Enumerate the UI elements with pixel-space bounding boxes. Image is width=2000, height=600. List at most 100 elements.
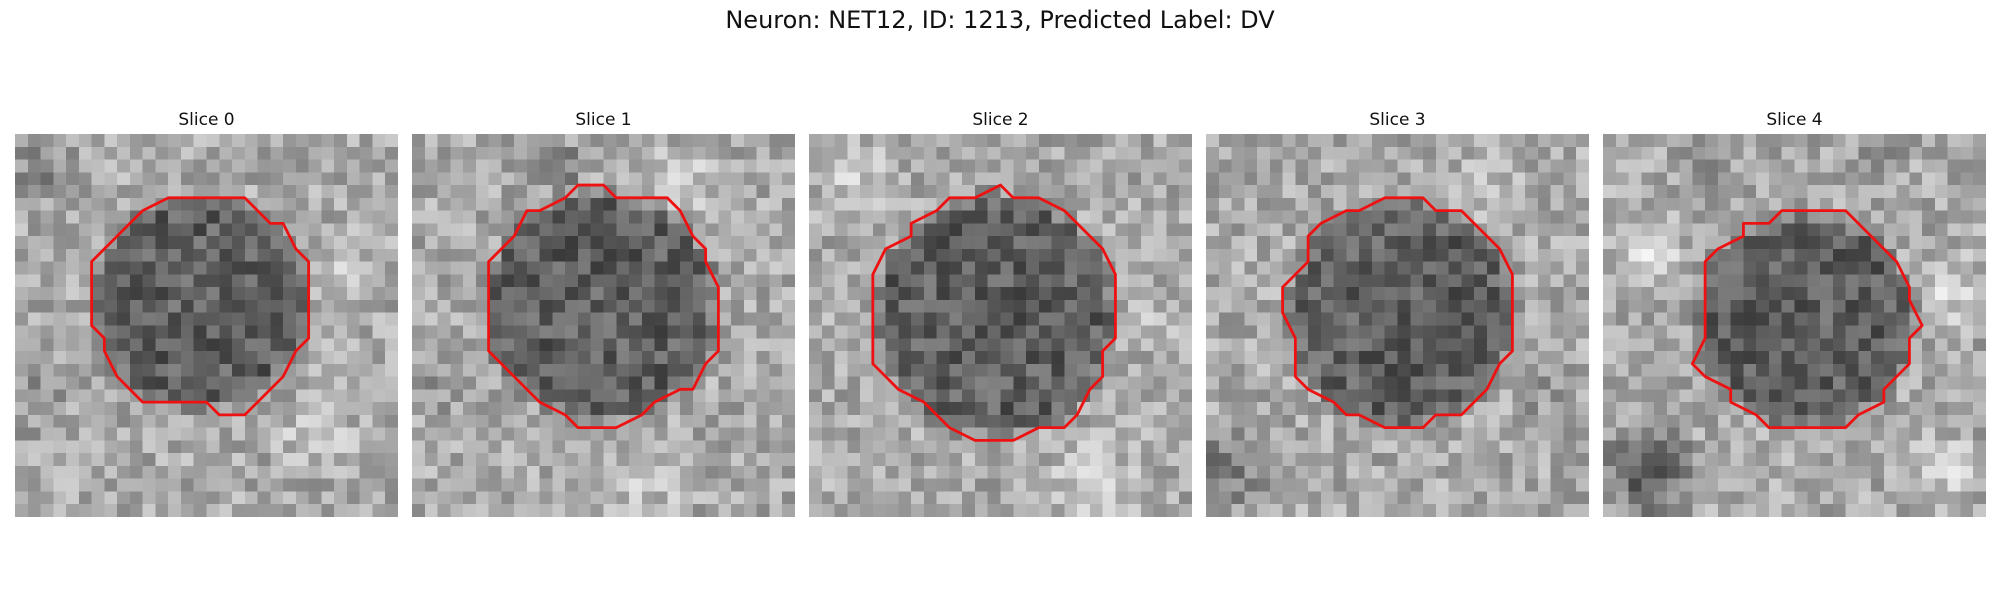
pixel — [463, 363, 477, 377]
pixel — [53, 351, 67, 365]
pixel — [1512, 363, 1526, 377]
pixel — [1128, 261, 1142, 275]
pixel — [66, 312, 80, 326]
pixel — [565, 363, 579, 377]
pixel — [180, 197, 194, 211]
pixel — [1666, 261, 1680, 275]
pixel — [488, 325, 502, 339]
pixel — [1743, 159, 1757, 173]
pixel — [641, 427, 655, 441]
pixel — [1603, 414, 1617, 428]
pixel — [1550, 299, 1564, 313]
pixel — [142, 478, 156, 492]
pixel — [1308, 172, 1322, 186]
pixel — [1269, 351, 1283, 365]
pixel — [1474, 491, 1488, 505]
pixel — [782, 312, 795, 326]
pixel — [1743, 236, 1757, 250]
pixel — [308, 504, 322, 517]
pixel — [1218, 312, 1232, 326]
pixel — [1922, 504, 1936, 517]
pixel — [219, 478, 233, 492]
pixel — [180, 312, 194, 326]
pixel — [219, 363, 233, 377]
pixel — [1282, 248, 1296, 262]
pixel — [1781, 172, 1795, 186]
pixel — [898, 363, 912, 377]
pixel — [372, 197, 386, 211]
pixel — [1486, 491, 1500, 505]
pixel — [1153, 210, 1167, 224]
pixel — [1717, 223, 1731, 237]
pixel — [1295, 389, 1309, 403]
pixel — [193, 261, 207, 275]
pixel — [809, 134, 823, 148]
pixel — [1679, 402, 1693, 416]
pixel — [1960, 389, 1974, 403]
pixel — [718, 376, 732, 390]
pixel — [1934, 248, 1948, 262]
pixel — [206, 261, 220, 275]
pixel — [923, 376, 937, 390]
pixel — [667, 210, 681, 224]
pixel — [1730, 491, 1744, 505]
pixel — [193, 185, 207, 199]
pixel — [117, 427, 131, 441]
pixel — [1922, 389, 1936, 403]
pixel — [1206, 223, 1220, 237]
pixel — [308, 261, 322, 275]
pixel — [962, 210, 976, 224]
pixel — [334, 185, 348, 199]
pixel — [1013, 287, 1027, 301]
pixel — [1153, 363, 1167, 377]
pixel — [40, 427, 54, 441]
pixel — [1960, 312, 1974, 326]
pixel — [1179, 287, 1192, 301]
pixel — [1845, 172, 1859, 186]
pixel — [1550, 478, 1564, 492]
pixel — [1973, 389, 1986, 403]
pixel — [962, 299, 976, 313]
pixel — [1537, 414, 1551, 428]
pixel — [257, 261, 271, 275]
pixel — [552, 287, 566, 301]
pixel — [1320, 338, 1334, 352]
pixel — [1244, 172, 1258, 186]
pixel — [1973, 312, 1986, 326]
pixel — [475, 159, 489, 173]
pixel — [117, 491, 131, 505]
pixel — [1896, 210, 1910, 224]
pixel — [15, 287, 29, 301]
pixel — [488, 478, 502, 492]
pixel — [692, 134, 706, 148]
pixel — [1717, 134, 1731, 148]
pixel — [987, 402, 1001, 416]
pixel — [1140, 134, 1154, 148]
pixel — [1333, 236, 1347, 250]
pixel — [27, 197, 41, 211]
pixel — [769, 261, 783, 275]
pixel — [463, 146, 477, 160]
pixel — [244, 363, 258, 377]
pixel — [1077, 351, 1091, 365]
pixel — [463, 325, 477, 339]
pixel — [1089, 402, 1103, 416]
pixel — [1973, 325, 1986, 339]
pixel — [1654, 453, 1668, 467]
pixel — [1909, 414, 1923, 428]
pixel — [129, 159, 143, 173]
pixel — [1333, 261, 1347, 275]
pixel — [654, 414, 668, 428]
pixel — [66, 248, 80, 262]
pixel — [847, 299, 861, 313]
pixel — [1563, 287, 1577, 301]
pixel — [949, 465, 963, 479]
pixel — [346, 402, 360, 416]
pixel — [321, 351, 335, 365]
pixel — [552, 134, 566, 148]
pixel — [577, 465, 591, 479]
pixel — [731, 389, 745, 403]
pixel — [1883, 440, 1897, 454]
pixel — [590, 414, 604, 428]
pixel — [104, 465, 118, 479]
